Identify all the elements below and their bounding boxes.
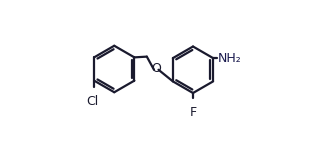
Text: O: O [151,63,161,75]
Text: Cl: Cl [86,95,99,108]
Text: F: F [189,106,197,119]
Text: NH₂: NH₂ [218,52,241,65]
